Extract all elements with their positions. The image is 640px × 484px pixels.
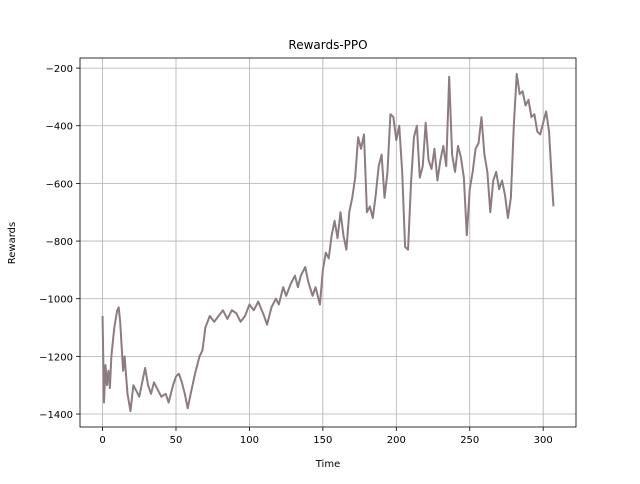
y-tick-label: −1000 (39, 295, 73, 306)
series-line (101, 72, 555, 413)
y-tick-label: −800 (46, 237, 73, 248)
x-tick-label: 200 (387, 435, 406, 446)
x-tick-label: 300 (534, 435, 553, 446)
y-tick-label: −1200 (39, 352, 73, 363)
plot-frame (79, 57, 577, 428)
x-tick-label: 50 (170, 435, 183, 446)
y-tick-label: −200 (46, 64, 73, 75)
y-tick-label: −400 (46, 122, 73, 133)
x-axis-label: Time (315, 459, 340, 470)
x-tick-label: 150 (313, 435, 332, 446)
y-tick-label: −600 (46, 179, 73, 190)
x-tick-label: 0 (99, 435, 105, 446)
y-tick-label: −1400 (39, 410, 73, 421)
chart-title: Rewards-PPO (288, 38, 367, 52)
y-axis-label: Rewards (7, 222, 18, 264)
x-tick-label: 100 (240, 435, 259, 446)
x-tick-label: 250 (460, 435, 479, 446)
